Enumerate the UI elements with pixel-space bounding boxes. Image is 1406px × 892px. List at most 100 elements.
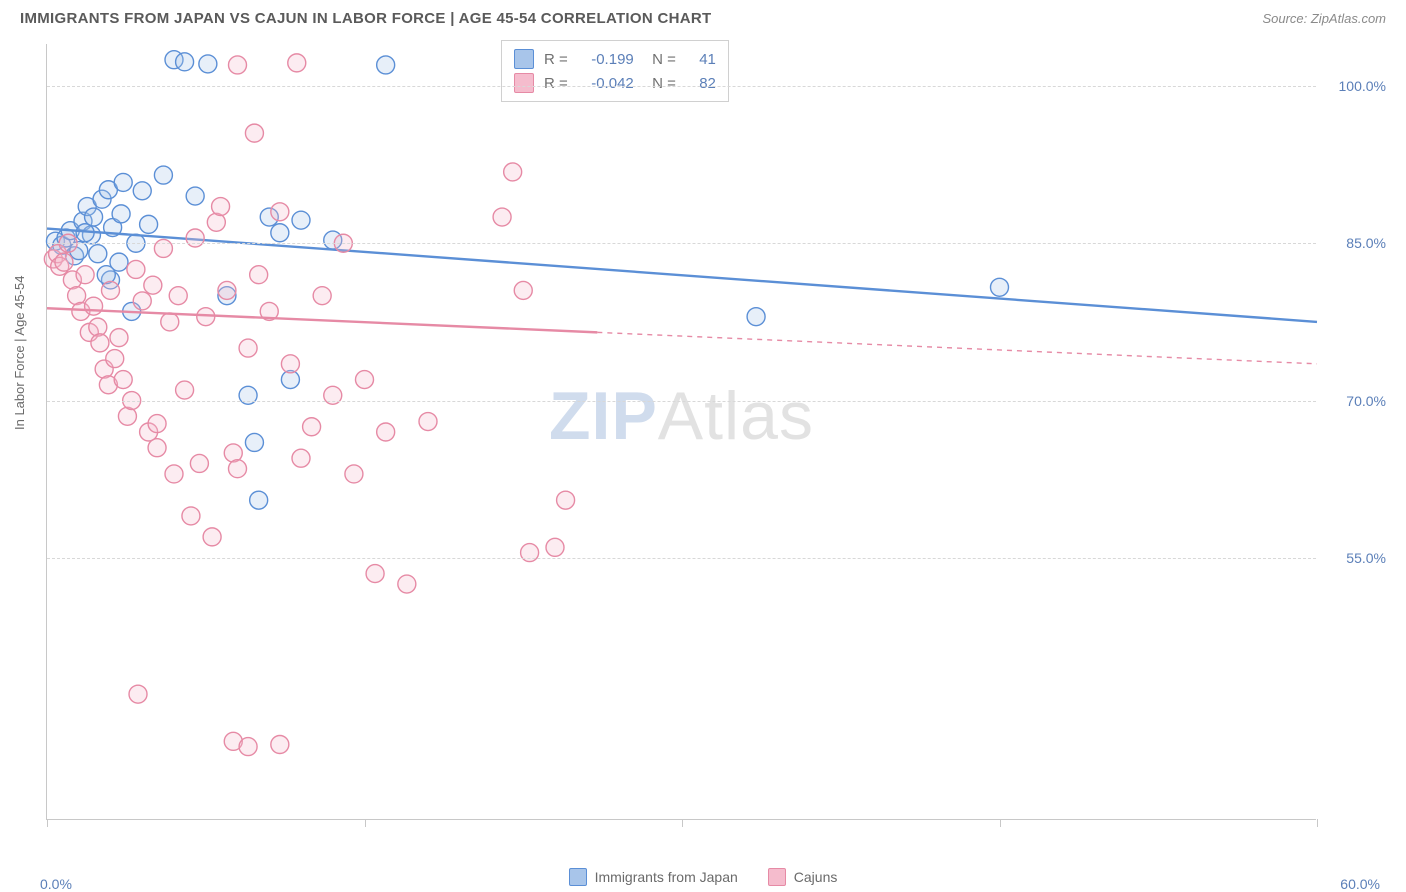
scatter-point bbox=[85, 297, 103, 315]
scatter-point bbox=[212, 198, 230, 216]
scatter-point bbox=[165, 465, 183, 483]
source-credit: Source: ZipAtlas.com bbox=[1262, 11, 1386, 26]
y-axis-label: In Labor Force | Age 45-54 bbox=[12, 276, 27, 430]
stat-n-value: 41 bbox=[686, 51, 716, 68]
scatter-point bbox=[140, 215, 158, 233]
scatter-point bbox=[292, 211, 310, 229]
stats-row: R = -0.042 N = 82 bbox=[514, 71, 716, 95]
scatter-point bbox=[76, 266, 94, 284]
scatter-point bbox=[239, 339, 257, 357]
stat-r-label: R = bbox=[544, 51, 568, 68]
y-tick-label: 55.0% bbox=[1346, 550, 1386, 566]
stat-r-value: -0.042 bbox=[578, 75, 634, 92]
gridline bbox=[47, 243, 1316, 244]
bottom-legend: Immigrants from Japan Cajuns bbox=[0, 868, 1406, 886]
stats-row: R = -0.199 N = 41 bbox=[514, 47, 716, 71]
legend-swatch bbox=[514, 73, 534, 93]
regression-line-dashed bbox=[597, 332, 1317, 363]
scatter-point bbox=[55, 253, 73, 271]
scatter-point bbox=[419, 413, 437, 431]
x-tick bbox=[365, 819, 366, 827]
x-tick bbox=[47, 819, 48, 827]
stat-r-label: R = bbox=[544, 75, 568, 92]
scatter-point bbox=[127, 260, 145, 278]
scatter-point bbox=[356, 371, 374, 389]
scatter-point bbox=[114, 173, 132, 191]
scatter-point bbox=[991, 278, 1009, 296]
scatter-point bbox=[546, 538, 564, 556]
scatter-point bbox=[557, 491, 575, 509]
scatter-point bbox=[313, 287, 331, 305]
scatter-point bbox=[133, 182, 151, 200]
scatter-point bbox=[288, 54, 306, 72]
scatter-point bbox=[154, 239, 172, 257]
x-tick bbox=[682, 819, 683, 827]
scatter-point bbox=[161, 313, 179, 331]
scatter-point bbox=[102, 281, 120, 299]
stats-legend-box: R = -0.199 N = 41 R = -0.042 N = 82 bbox=[501, 40, 729, 102]
scatter-point bbox=[303, 418, 321, 436]
scatter-point bbox=[203, 528, 221, 546]
scatter-point bbox=[239, 386, 257, 404]
stat-n-label: N = bbox=[644, 75, 676, 92]
stat-n-value: 82 bbox=[686, 75, 716, 92]
scatter-point bbox=[514, 281, 532, 299]
scatter-point bbox=[377, 56, 395, 74]
legend-item: Cajuns bbox=[768, 868, 838, 886]
gridline bbox=[47, 401, 1316, 402]
scatter-point bbox=[110, 329, 128, 347]
legend-item: Immigrants from Japan bbox=[569, 868, 738, 886]
scatter-point bbox=[106, 350, 124, 368]
legend-label: Cajuns bbox=[794, 869, 838, 885]
legend-swatch bbox=[768, 868, 786, 886]
scatter-point bbox=[271, 224, 289, 242]
scatter-point bbox=[186, 187, 204, 205]
y-tick-label: 70.0% bbox=[1346, 393, 1386, 409]
scatter-point bbox=[504, 163, 522, 181]
scatter-point bbox=[148, 415, 166, 433]
legend-swatch bbox=[569, 868, 587, 886]
scatter-point bbox=[144, 276, 162, 294]
scatter-point bbox=[182, 507, 200, 525]
scatter-point bbox=[148, 439, 166, 457]
scatter-point bbox=[377, 423, 395, 441]
scatter-point bbox=[271, 735, 289, 753]
legend-label: Immigrants from Japan bbox=[595, 869, 738, 885]
scatter-point bbox=[190, 454, 208, 472]
gridline bbox=[47, 86, 1316, 87]
scatter-point bbox=[154, 166, 172, 184]
scatter-point bbox=[345, 465, 363, 483]
scatter-point bbox=[89, 245, 107, 263]
scatter-point bbox=[176, 381, 194, 399]
scatter-point bbox=[398, 575, 416, 593]
scatter-point bbox=[112, 205, 130, 223]
scatter-point bbox=[521, 544, 539, 562]
scatter-point bbox=[271, 203, 289, 221]
scatter-point bbox=[169, 287, 187, 305]
scatter-point bbox=[250, 491, 268, 509]
scatter-point bbox=[245, 433, 263, 451]
scatter-point bbox=[747, 308, 765, 326]
scatter-point bbox=[229, 56, 247, 74]
scatter-point bbox=[114, 371, 132, 389]
y-tick-label: 85.0% bbox=[1346, 235, 1386, 251]
chart-title: IMMIGRANTS FROM JAPAN VS CAJUN IN LABOR … bbox=[20, 10, 711, 27]
scatter-point bbox=[239, 738, 257, 756]
y-tick-label: 100.0% bbox=[1339, 78, 1386, 94]
legend-swatch bbox=[514, 49, 534, 69]
x-tick bbox=[1317, 819, 1318, 827]
scatter-point bbox=[85, 208, 103, 226]
scatter-point bbox=[129, 685, 147, 703]
scatter-point bbox=[292, 449, 310, 467]
scatter-point bbox=[245, 124, 263, 142]
scatter-point bbox=[281, 355, 299, 373]
scatter-point bbox=[229, 460, 247, 478]
scatter-point bbox=[186, 229, 204, 247]
scatter-point bbox=[199, 55, 217, 73]
stat-n-label: N = bbox=[644, 51, 676, 68]
scatter-svg bbox=[47, 44, 1316, 819]
stat-r-value: -0.199 bbox=[578, 51, 634, 68]
scatter-point bbox=[91, 334, 109, 352]
scatter-point bbox=[133, 292, 151, 310]
scatter-point bbox=[250, 266, 268, 284]
